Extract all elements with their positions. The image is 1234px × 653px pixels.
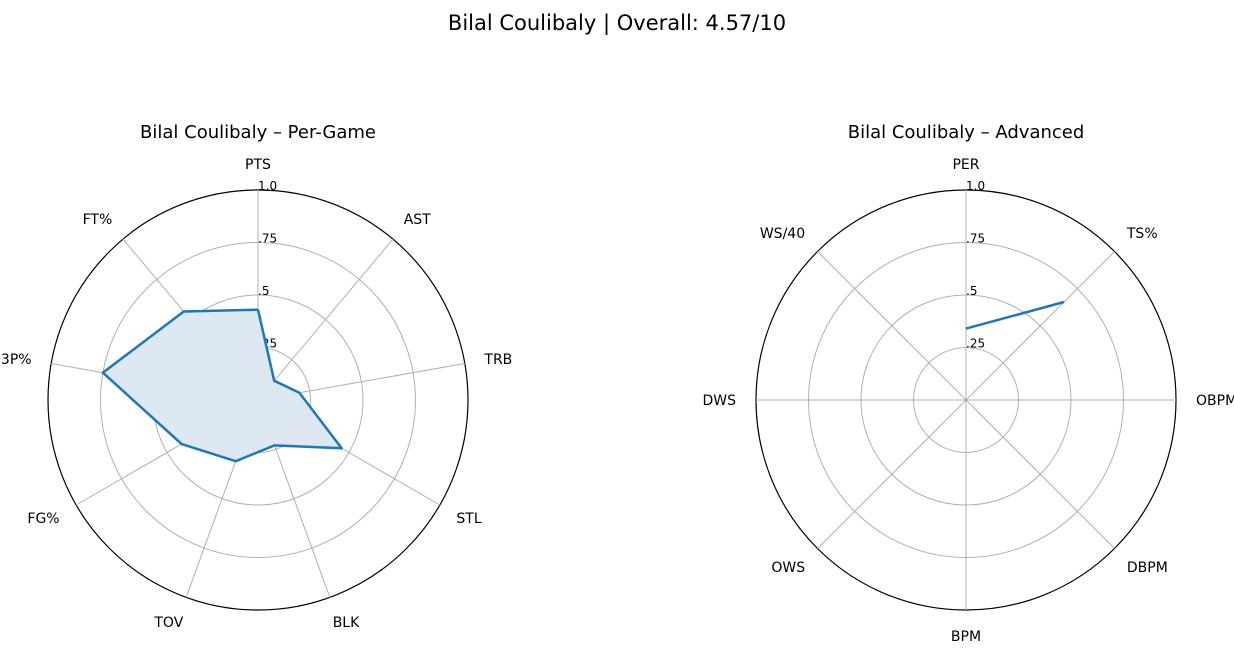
axis-label-dws: DWS xyxy=(702,393,736,409)
grid-spoke xyxy=(817,251,967,401)
grid-spoke xyxy=(817,399,967,549)
axis-label-bpm: BPM xyxy=(951,629,981,645)
series-line xyxy=(101,308,343,463)
radial-tick-label: .75 xyxy=(258,232,277,246)
grid-spoke xyxy=(257,238,394,401)
axis-label-blk: BLK xyxy=(333,615,360,631)
axis-label-ws-40: WS/40 xyxy=(760,226,805,242)
grid-spoke xyxy=(965,251,1115,401)
radial-tick-label: 1.0 xyxy=(258,179,277,193)
radial-tick-label: 1.0 xyxy=(966,179,985,193)
axis-label-tov: TOV xyxy=(153,615,183,631)
axis-label-fg-pct: FG% xyxy=(27,511,59,527)
radial-tick-label: .5 xyxy=(966,284,977,298)
series-line xyxy=(965,300,1065,330)
axis-label-obpm: OBPM xyxy=(1196,393,1234,409)
radial-tick-label: .75 xyxy=(966,232,985,246)
axis-label-ft-pct: FT% xyxy=(83,212,113,228)
radar-chart-advanced: Bilal Coulibaly – Advanced .25 .5 .75 1.0 PE… xyxy=(702,122,1234,645)
axis-label-ows: OWS xyxy=(771,560,805,576)
axis-label-stl: STL xyxy=(456,511,481,527)
chart-title-advanced: Bilal Coulibaly – Advanced xyxy=(848,122,1085,143)
figure-suptitle: Bilal Coulibaly | Overall: 4.57/10 xyxy=(448,11,786,36)
chart-title-pergame: Bilal Coulibaly – Per-Game xyxy=(140,122,376,143)
axis-label-pts: PTS xyxy=(245,157,271,173)
axis-label-3p-pct: 3P% xyxy=(1,352,32,368)
axis-label-ast: AST xyxy=(404,212,431,228)
grid-spoke xyxy=(965,399,1115,549)
series-fill xyxy=(102,309,342,462)
radial-tick-label: .25 xyxy=(966,337,985,351)
axis-label-trb: TRB xyxy=(483,352,512,368)
axis-label-ts-pct: TS% xyxy=(1126,226,1158,242)
radar-chart-pergame: Bilal Coulibaly – Per-Game .25.5.751.0PT… xyxy=(1,122,512,631)
axis-label-dbpm: DBPM xyxy=(1127,560,1168,576)
axis-label-per: PER xyxy=(952,157,979,173)
radar-plot-advanced: .25 .5 .75 1.0 PER TS% OBPM DBPM BPM OWS DWS WS/40 xyxy=(702,157,1234,645)
radial-tick-label: .5 xyxy=(258,284,269,298)
